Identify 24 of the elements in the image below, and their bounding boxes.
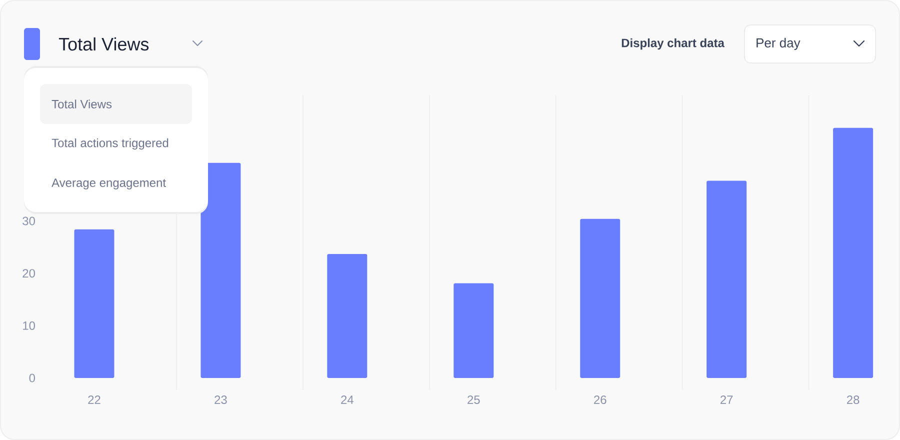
annotation: Average engagement — [52, 178, 166, 190]
text: Per day — [756, 38, 800, 50]
bar — [327, 254, 368, 378]
x-tick-label: 27 — [720, 396, 733, 404]
bar — [580, 218, 620, 378]
bar — [454, 283, 494, 378]
x-tick-label: 24 — [341, 396, 354, 404]
annotation: Total Views — [52, 100, 112, 108]
text: Display chart data — [622, 38, 725, 50]
x-tick-label: 23 — [214, 396, 227, 404]
x-tick-label: 22 — [88, 396, 100, 404]
x-tick-label: 26 — [594, 396, 606, 404]
y-tick-label: 30 — [22, 216, 36, 226]
chart-title: Total Views — [58, 37, 149, 51]
bar — [706, 180, 747, 378]
x-tick-label: 28 — [846, 396, 860, 404]
bar — [74, 229, 114, 378]
y-tick-label: 0 — [29, 374, 36, 382]
annotation: Total actions triggered — [52, 138, 168, 150]
bar — [833, 128, 874, 378]
bar — [200, 162, 241, 378]
y-tick-label: 10 — [23, 321, 36, 330]
x-tick-label: 25 — [468, 396, 480, 404]
y-tick-label: 20 — [22, 269, 36, 278]
